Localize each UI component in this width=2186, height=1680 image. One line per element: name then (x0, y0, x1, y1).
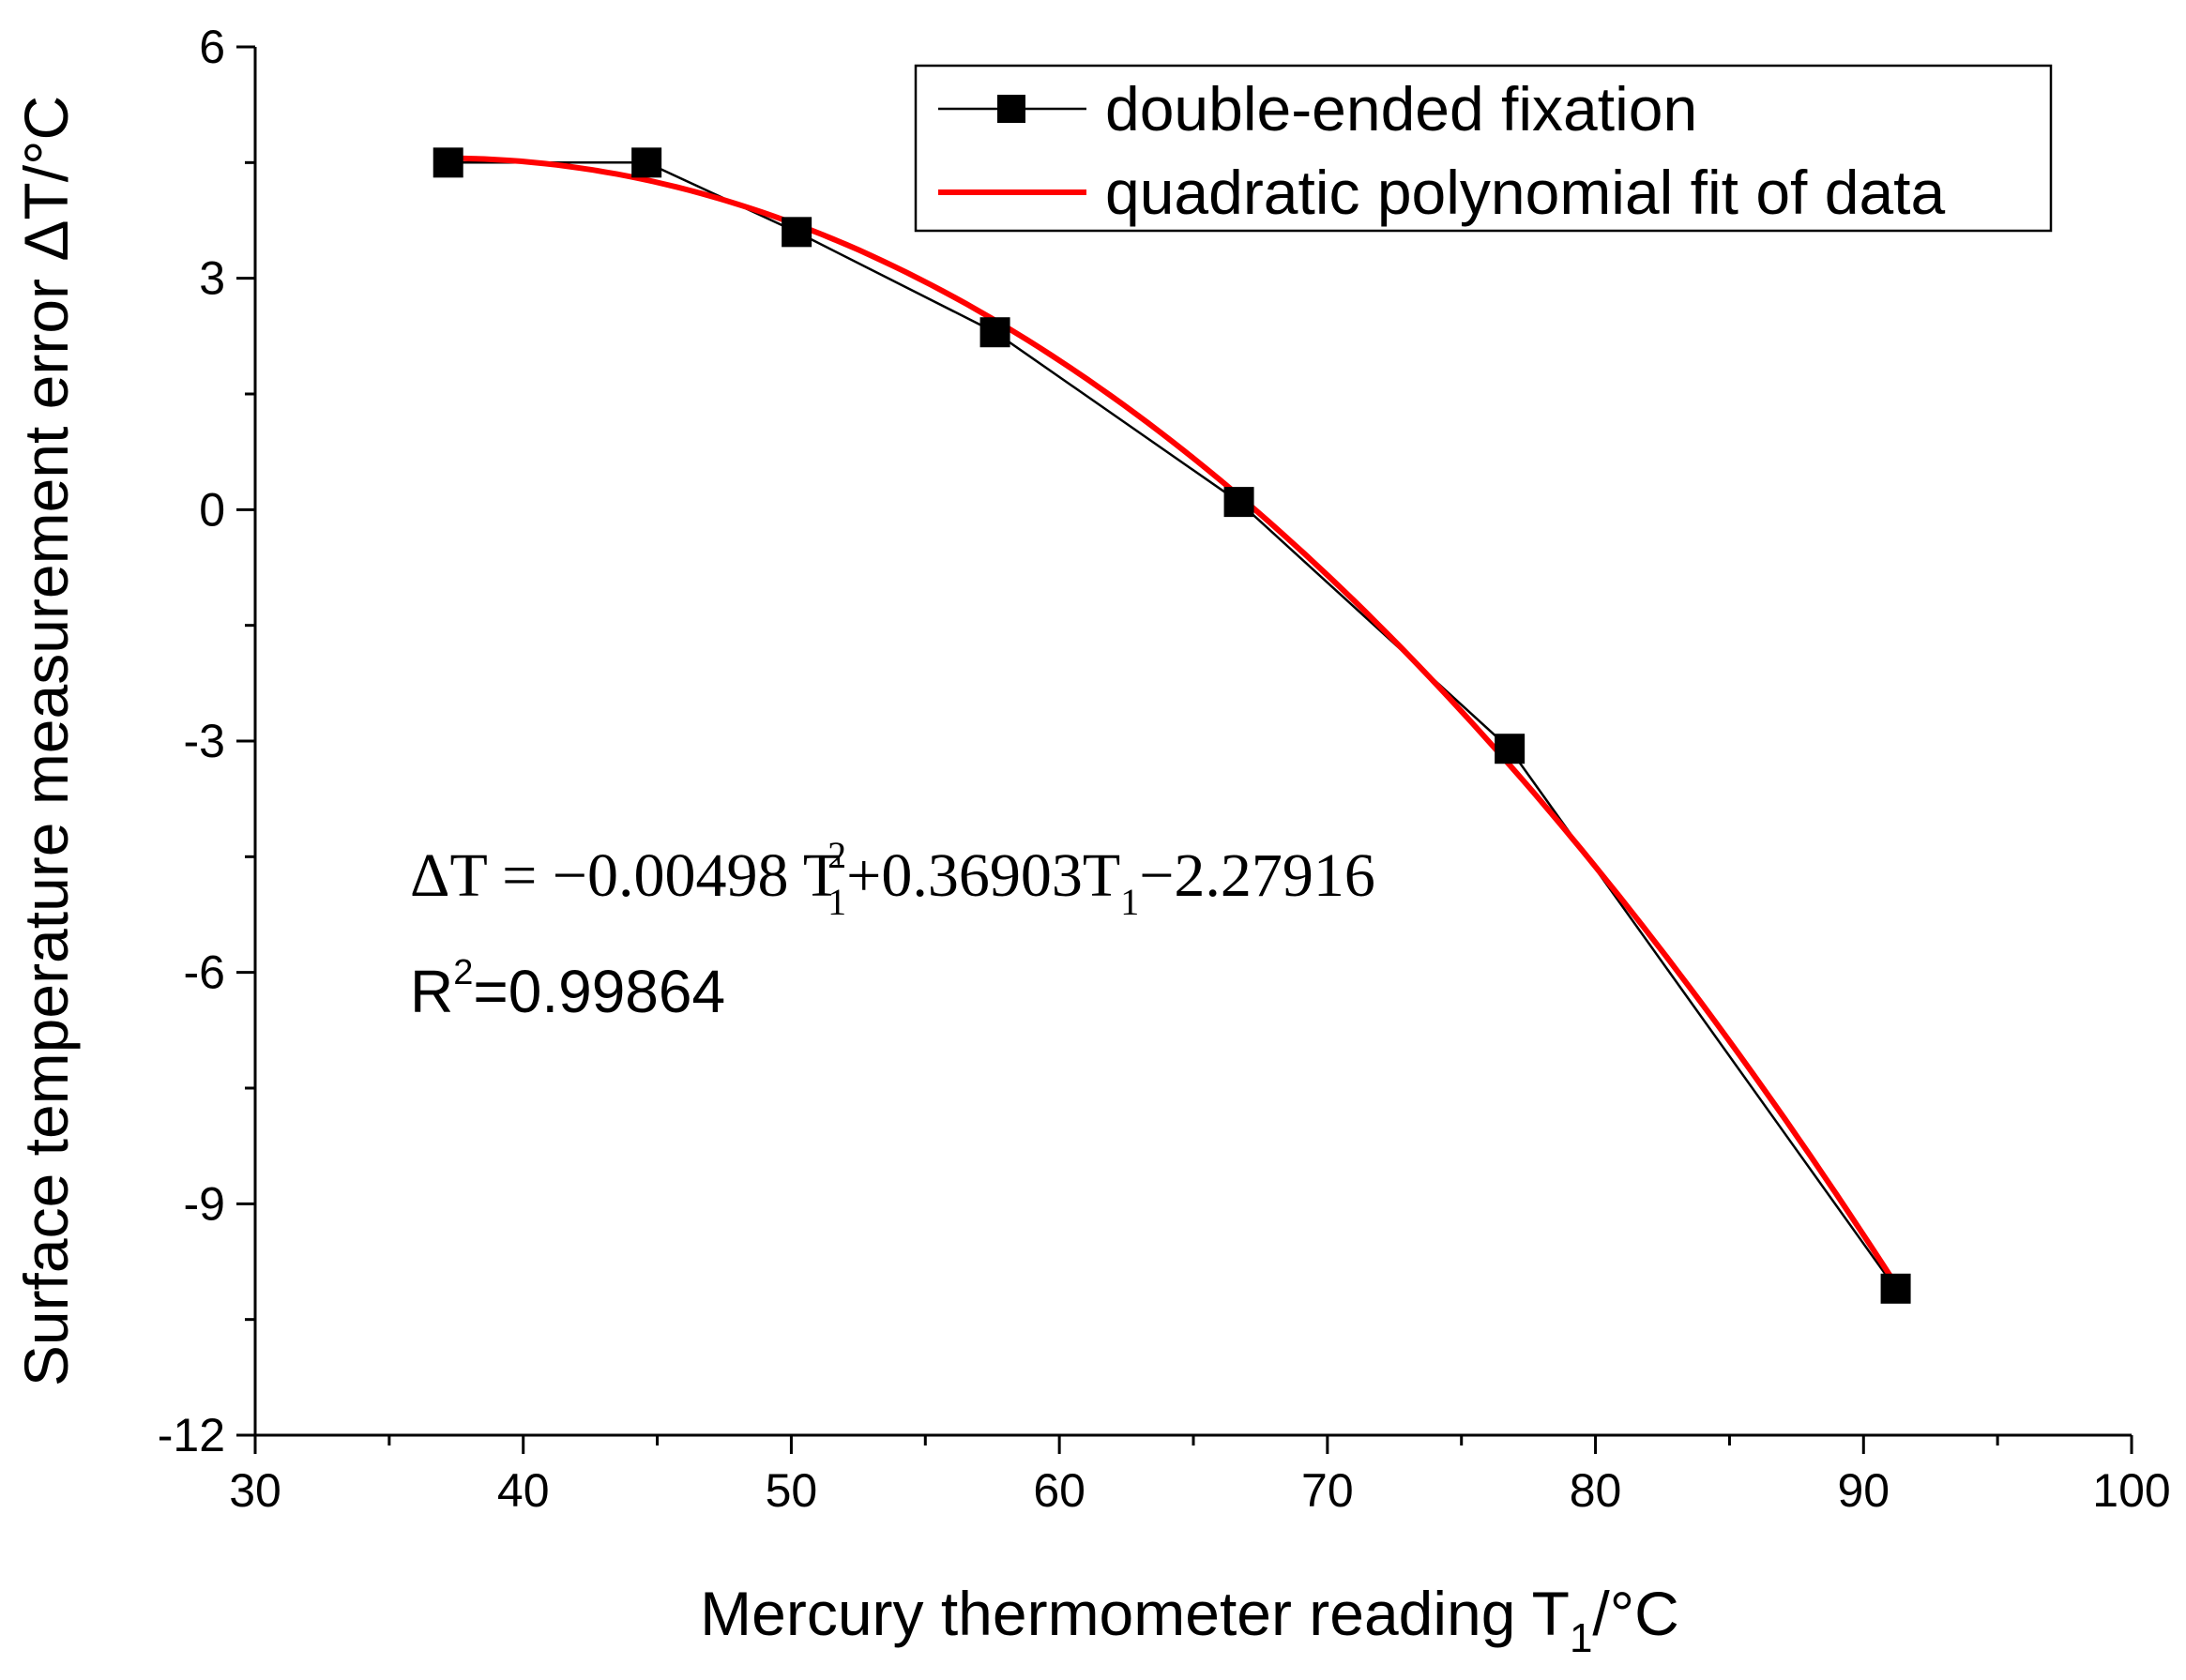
series-line-quadratic-fit (448, 155, 1899, 1286)
y-tick-label: -3 (184, 715, 225, 767)
data-point (631, 147, 662, 178)
y-ticks: 6 3 0 -3 -6 -9 -12 (158, 21, 255, 1461)
x-tick-label: 90 (1837, 1464, 1890, 1517)
x-title-sub: 1 (1570, 1615, 1592, 1661)
x-tick-label: 80 (1570, 1464, 1622, 1517)
y-tick-label: 6 (199, 21, 225, 73)
data-point (979, 317, 1010, 348)
eq-sub1: 1 (827, 881, 846, 923)
legend: double-ended fixation quadratic polynomi… (914, 64, 2053, 233)
x-tick-label: 70 (1301, 1464, 1354, 1517)
eq-end: −2.27916 (1139, 841, 1375, 910)
data-point (782, 217, 812, 248)
r2-post: =0.99864 (473, 958, 725, 1025)
series-line-double-ended-fixation (448, 161, 1897, 1290)
x-ticks: 30 40 50 60 70 80 90 100 (229, 1435, 2171, 1517)
eq-sub2: 1 (1120, 881, 1139, 923)
legend-box (914, 64, 2053, 233)
legend-label-quadratic-fit: quadratic polynomial fit of data (1105, 158, 1945, 227)
x-tick-label: 50 (766, 1464, 818, 1517)
data-point (433, 147, 463, 178)
x-axis-title: Mercury thermometer reading T1/°C (700, 1579, 1679, 1661)
x-tick-label: 40 (497, 1464, 550, 1517)
data-point (1880, 1273, 1911, 1304)
data-point (1223, 487, 1254, 518)
y-tick-label: -9 (184, 1177, 225, 1230)
eq-mid: +0.36903T (846, 841, 1120, 910)
x-tick-label: 30 (229, 1464, 281, 1517)
y-tick-label: -6 (184, 946, 225, 999)
data-point (1495, 734, 1526, 764)
x-title-unit: /°C (1592, 1579, 1678, 1648)
r-squared: R2=0.99864 (410, 953, 725, 1025)
y-tick-label: 3 (199, 252, 225, 305)
y-tick-label: 0 (199, 483, 225, 536)
fit-equation: ΔT = −0.00498 T2 1+0.36903T1−2.27916 (410, 834, 1375, 923)
eq-lhs: ΔT = −0.00498 T (410, 841, 841, 910)
x-tick-label: 100 (2092, 1464, 2170, 1517)
eq-sup: 2 (827, 834, 846, 876)
r2-sup: 2 (453, 953, 473, 992)
legend-label-double-ended-fixation: double-ended fixation (1105, 74, 1697, 144)
x-tick-label: 60 (1033, 1464, 1085, 1517)
y-axis-title: Surface temperature measurement error ΔT… (11, 96, 81, 1386)
r2-pre: R (410, 958, 453, 1025)
legend-marker-square (997, 95, 1025, 123)
x-title-main: Mercury thermometer reading T (700, 1579, 1570, 1648)
y-tick-label: -12 (158, 1409, 225, 1461)
data-markers (433, 147, 1911, 1304)
